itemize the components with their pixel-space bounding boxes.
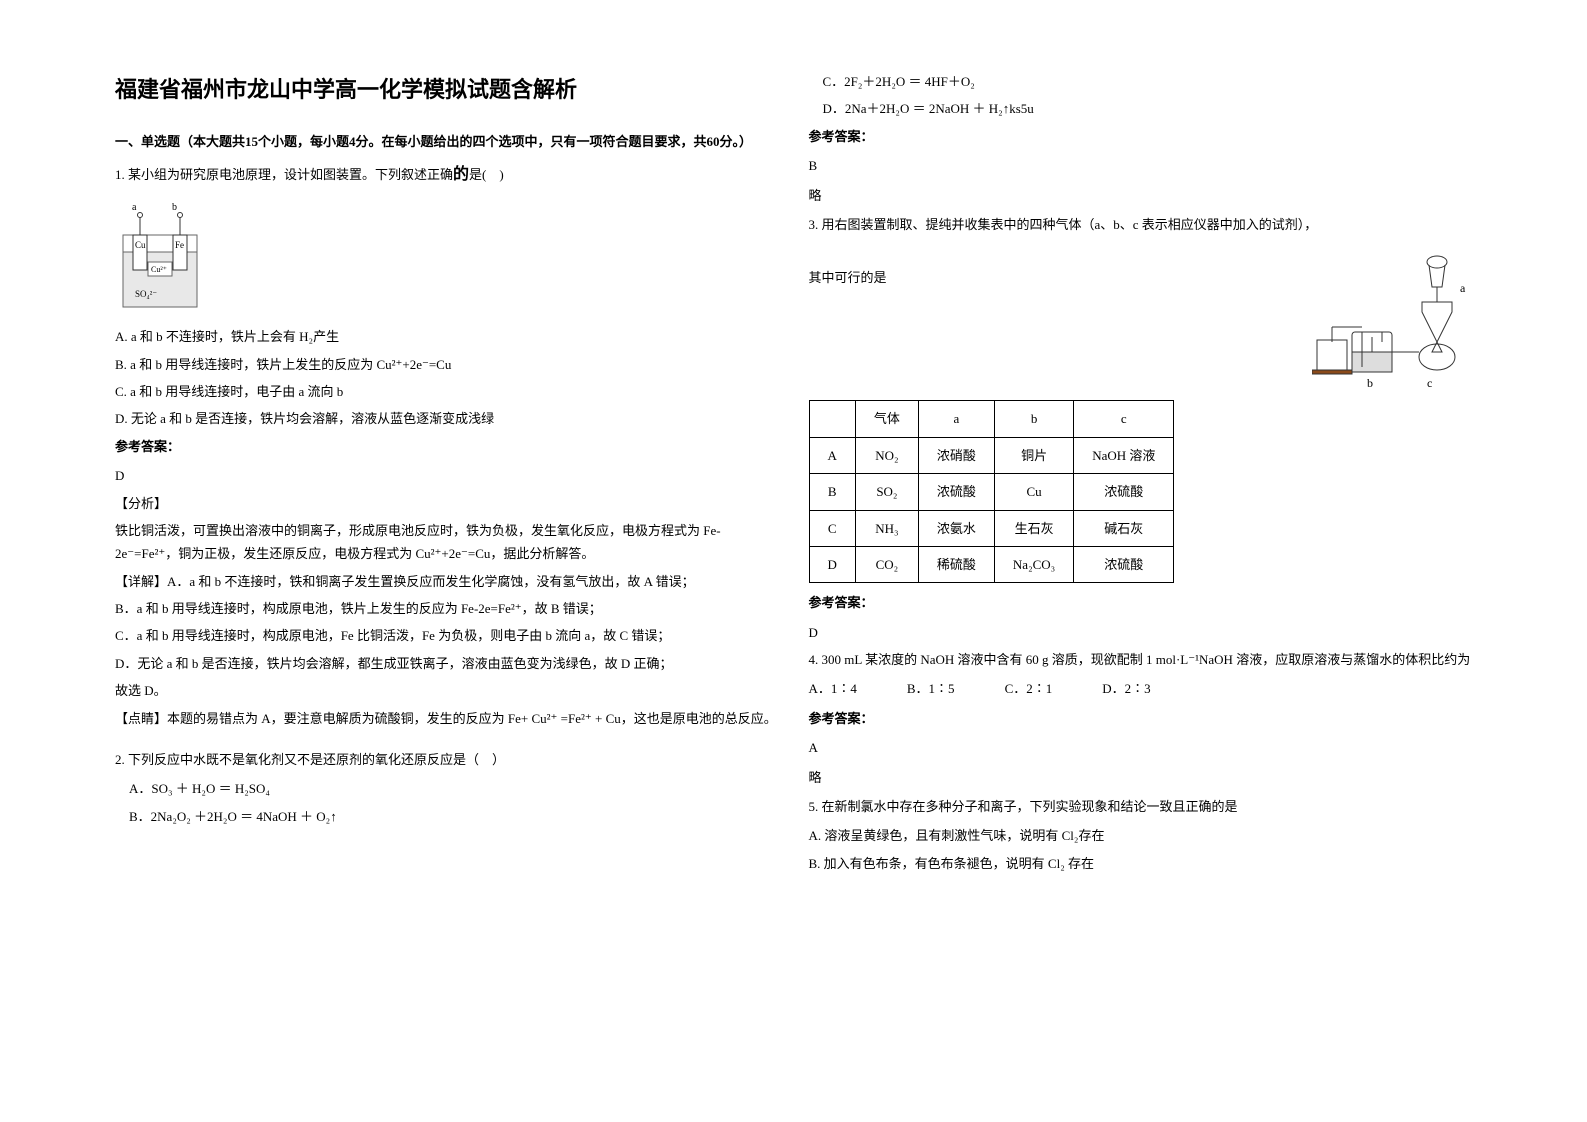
q2-stem: 2. 下列反应中水既不是氧化剂又不是还原剂的氧化还原反应是（ ） <box>115 748 779 771</box>
cell: NO₂ <box>855 437 918 473</box>
q5-stem: 5. 在新制氯水中存在多种分子和离子，下列实验现象和结论一致且正确的是 <box>809 795 1473 818</box>
q1-xj4: D．无论 a 和 b 是否连接，铁片均会溶解，都生成亚铁离子，溶液由蓝色变为浅绿… <box>115 652 779 675</box>
th-a: a <box>918 401 994 437</box>
q1-optA: A. a 和 b 不连接时，铁片上会有 H₂产生 <box>115 325 779 348</box>
q4-ans: A <box>809 736 1473 759</box>
q1-ans-label: 参考答案： <box>115 435 779 458</box>
q1-stem: 1. 某小组为研究原电池原理，设计如图装置。下列叙述正确的是( ) <box>115 161 779 190</box>
q2-ans-label: 参考答案： <box>809 125 1473 148</box>
table-row: B SO₂ 浓硫酸 Cu 浓硫酸 <box>809 474 1174 510</box>
cell: CO₂ <box>855 546 918 582</box>
q1-optD: D. 无论 a 和 b 是否连接，铁片均会溶解，溶液从蓝色逐渐变成浅绿 <box>115 407 779 430</box>
q3-ans: D <box>809 621 1473 644</box>
cell: 浓硫酸 <box>918 474 994 510</box>
svg-text:c: c <box>1427 376 1432 390</box>
q5-optA: A. 溶液呈黄绿色，且有刺激性气味，说明有 Cl₂存在 <box>809 824 1473 847</box>
svg-text:Fe: Fe <box>175 240 184 250</box>
q1-fenxi: 铁比铜活泼，可置换出溶液中的铜离子，形成原电池反应时，铁为负极，发生氧化反应，电… <box>115 519 779 566</box>
q1-pick: 故选 D。 <box>115 679 779 702</box>
cell: NH₃ <box>855 510 918 546</box>
cell: D <box>809 546 855 582</box>
cell: A <box>809 437 855 473</box>
q1-stem-b: 的 <box>453 166 469 183</box>
q4-ans-label: 参考答案： <box>809 707 1473 730</box>
cell: NaOH 溶液 <box>1074 437 1174 473</box>
q5-optB: B. 加入有色布条，有色布条褪色，说明有 Cl₂ 存在 <box>809 852 1473 875</box>
q1-optC: C. a 和 b 用导线连接时，电子由 a 流向 b <box>115 380 779 403</box>
cell: Na₂CO₃ <box>994 546 1073 582</box>
cell: 生石灰 <box>994 510 1073 546</box>
cell: SO₂ <box>855 474 918 510</box>
svg-text:Cu: Cu <box>135 240 146 250</box>
table-header-row: 气体 a b c <box>809 401 1174 437</box>
cell: 碱石灰 <box>1074 510 1174 546</box>
cell: B <box>809 474 855 510</box>
svg-text:a: a <box>132 202 137 213</box>
q1-xj2: B．a 和 b 用导线连接时，构成原电池，铁片上发生的反应为 Fe-2e=Fe²… <box>115 597 779 620</box>
q4-optA: A．1∶4 <box>809 677 857 700</box>
q2-optB: B．2Na₂O₂ ＋2H₂O ＝ 4NaOH ＋ O₂↑ <box>115 805 779 828</box>
q1-stem-c: 是( ) <box>469 167 504 182</box>
q1-optB: B. a 和 b 用导线连接时，铁片上发生的反应为 Cu²⁺+2e⁻=Cu <box>115 353 779 376</box>
q3-table: 气体 a b c A NO₂ 浓硝酸 铜片 NaOH 溶液 B SO₂ 浓硫酸 … <box>809 400 1175 583</box>
q3-stem: 3. 用右图装置制取、提纯并收集表中的四种气体（a、b、c 表示相应仪器中加入的… <box>809 213 1473 236</box>
q1-xj3: C．a 和 b 用导线连接时，构成原电池，Fe 比铜活泼，Fe 为负极，则电子由… <box>115 624 779 647</box>
q1-ans: D <box>115 464 779 487</box>
q4-optB: B．1∶5 <box>907 677 955 700</box>
th-b: b <box>994 401 1073 437</box>
cell: 浓氨水 <box>918 510 994 546</box>
q2-optD: D．2Na＋2H₂O ＝ 2NaOH ＋ H₂↑ks5u <box>809 97 1473 120</box>
svg-text:SO₄²⁻: SO₄²⁻ <box>135 289 157 299</box>
q4-optC: C．2∶1 <box>1005 677 1053 700</box>
section-heading: 一、单选题（本大题共15个小题，每小题4分。在每小题给出的四个选项中，只有一项符… <box>115 130 779 153</box>
q1-xj1: 【详解】A．a 和 b 不连接时，铁和铜离子发生置换反应而发生化学腐蚀，没有氢气… <box>115 570 779 593</box>
q1-diansheng: 【点睛】本题的易错点为 A，要注意电解质为硫酸铜，发生的反应为 Fe+ Cu²⁺… <box>115 707 779 730</box>
th-gas: 气体 <box>855 401 918 437</box>
q3-ans-label: 参考答案： <box>809 591 1473 614</box>
cell: 浓硫酸 <box>1074 474 1174 510</box>
svg-text:b: b <box>172 202 177 213</box>
q2-optA: A．SO₃ ＋ H₂O ＝ H₂SO₄ <box>115 777 779 800</box>
svg-text:Cu²⁺: Cu²⁺ <box>151 265 167 274</box>
table-row: D CO₂ 稀硫酸 Na₂CO₃ 浓硫酸 <box>809 546 1174 582</box>
q4-options: A．1∶4 B．1∶5 C．2∶1 D．2∶3 <box>809 677 1473 700</box>
q2-optC: C．2F₂＋2H₂O ＝ 4HF＋O₂ <box>809 70 1473 93</box>
svg-text:a: a <box>1460 281 1466 295</box>
q4-lue: 略 <box>809 766 1473 789</box>
q3-apparatus-diagram: a b c <box>1312 242 1472 392</box>
th-blank <box>809 401 855 437</box>
cell: 浓硫酸 <box>1074 546 1174 582</box>
page-title: 福建省福州市龙山中学高一化学模拟试题含解析 <box>115 70 779 110</box>
cell: 浓硝酸 <box>918 437 994 473</box>
q1-diagram: a b Cu Fe Cu²⁺ SO₄²⁻ <box>115 202 205 312</box>
q1-stem-a: 1. 某小组为研究原电池原理，设计如图装置。下列叙述正确 <box>115 167 453 182</box>
q1-fenxi-label: 【分析】 <box>115 492 779 515</box>
cell: 稀硫酸 <box>918 546 994 582</box>
cell: C <box>809 510 855 546</box>
q2-lue: 略 <box>809 184 1473 207</box>
svg-text:b: b <box>1367 376 1373 390</box>
q4-optD: D．2∶3 <box>1102 677 1150 700</box>
table-row: A NO₂ 浓硝酸 铜片 NaOH 溶液 <box>809 437 1174 473</box>
q4-stem: 4. 300 mL 某浓度的 NaOH 溶液中含有 60 g 溶质，现欲配制 1… <box>809 648 1473 671</box>
th-c: c <box>1074 401 1174 437</box>
table-row: C NH₃ 浓氨水 生石灰 碱石灰 <box>809 510 1174 546</box>
cell: Cu <box>994 474 1073 510</box>
q2-ans: B <box>809 154 1473 177</box>
cell: 铜片 <box>994 437 1073 473</box>
